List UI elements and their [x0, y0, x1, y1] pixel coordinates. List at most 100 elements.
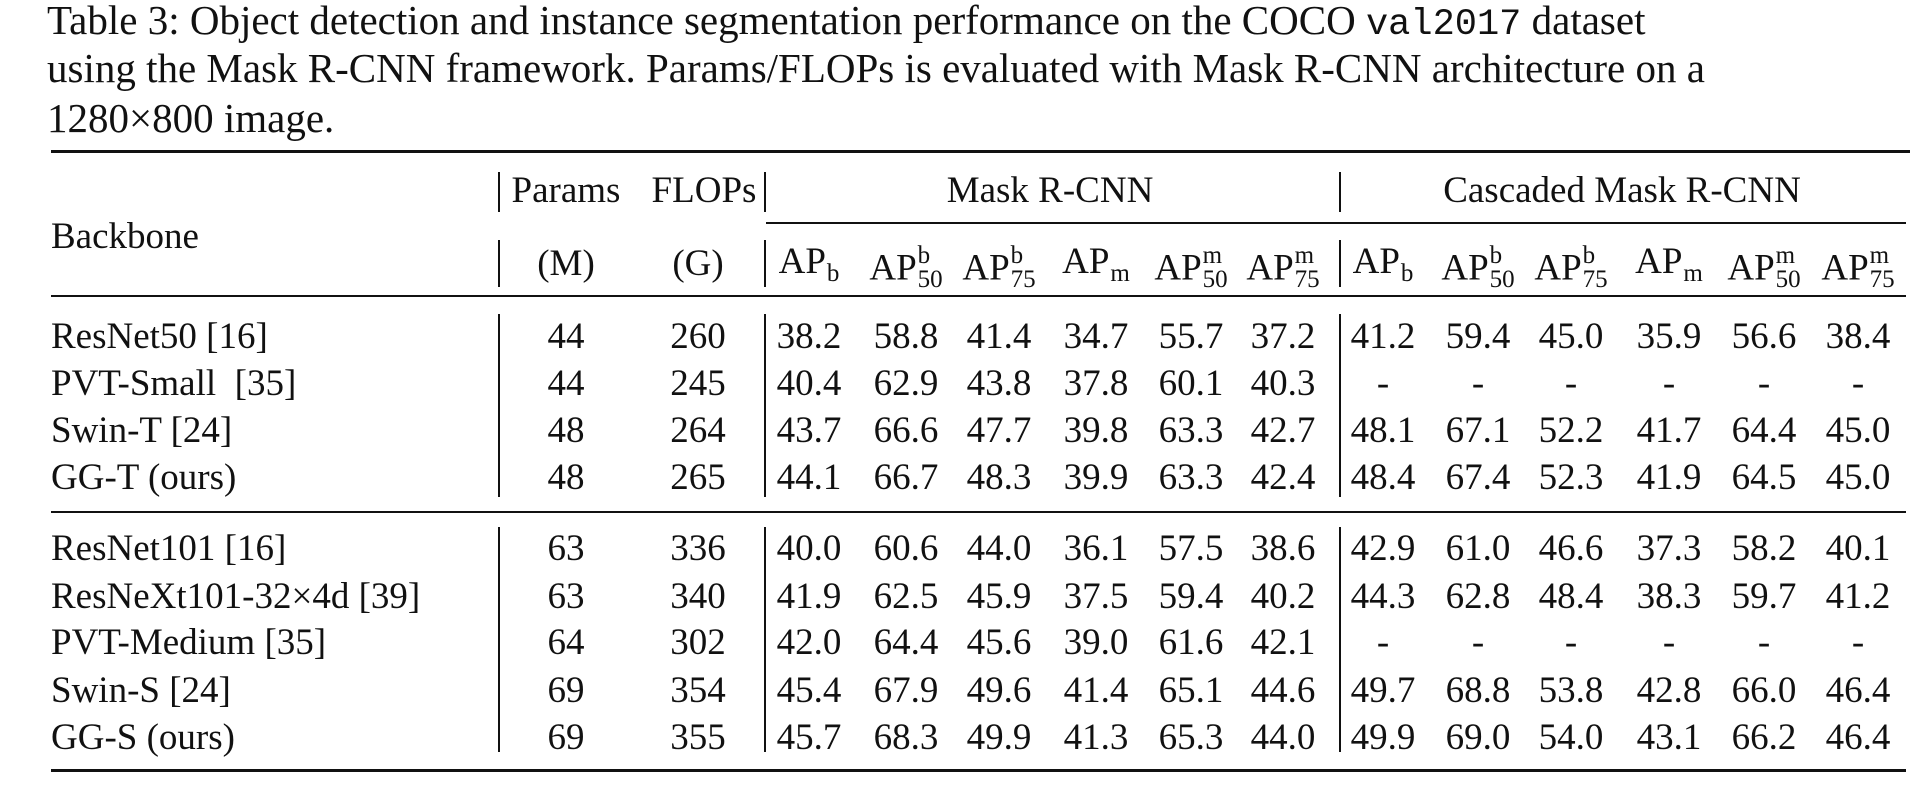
rule [498, 172, 500, 212]
flops-cell: 340 [670, 576, 726, 617]
cascade-cell: 61.0 [1445, 528, 1511, 569]
mask-cell: 37.8 [1063, 363, 1129, 404]
backbone-cell: PVT-Medium [35] [51, 622, 327, 663]
header-flops: FLOPs [651, 170, 757, 211]
mask-cell: 34.7 [1063, 316, 1129, 357]
cascade-cell: 66.0 [1731, 670, 1797, 711]
metric-sub [1110, 284, 1129, 308]
mask-cell: 64.4 [873, 622, 939, 663]
rule [764, 172, 766, 212]
flops-cell: 355 [670, 717, 726, 758]
metric-base: AP [1635, 241, 1683, 282]
cascade-cell: - [1662, 363, 1676, 404]
mask-cell: 63.3 [1158, 457, 1224, 498]
mask-cell: 45.7 [776, 717, 842, 758]
rule [498, 527, 500, 752]
metric-scripts: b [1401, 261, 1414, 309]
caption-code: val2017 [1365, 4, 1522, 46]
caption-text: 1280×800 image. [47, 95, 335, 141]
metric-base: AP [1062, 241, 1110, 282]
metric-sup: m [1869, 242, 1890, 269]
metric-sub [827, 284, 840, 308]
flops-cell: 354 [670, 670, 726, 711]
cascade-cell: - [1564, 363, 1578, 404]
rule [764, 314, 766, 497]
metric-base: AP [1441, 247, 1489, 289]
cascade-cell: 46.4 [1825, 717, 1891, 758]
metric-scripts: m [1110, 261, 1129, 309]
cascade-cell: 45.0 [1825, 457, 1891, 498]
cascade-cell: 68.8 [1445, 670, 1511, 711]
metric-sub: 75 [1869, 265, 1895, 293]
backbone-cell: Swin-S [24] [51, 670, 231, 711]
cascade-cell: 41.2 [1825, 576, 1891, 617]
rule [1339, 240, 1341, 287]
mask-cell: 41.4 [1063, 670, 1129, 711]
cascade-cell: 42.8 [1636, 670, 1702, 711]
mask-cell: 67.9 [873, 670, 939, 711]
mask-cell: 41.4 [966, 316, 1032, 357]
metric-base: AP [1352, 241, 1400, 282]
cascade-cell: 49.7 [1350, 670, 1416, 711]
caption-text: Table 3: Object detection and instance s… [47, 0, 1366, 43]
params-cell: 63 [547, 528, 585, 569]
metric-sup: b [1400, 259, 1414, 287]
mask-cell: 42.1 [1250, 622, 1316, 663]
header-params-unit: (M) [537, 243, 595, 284]
cascade-cell: 46.4 [1825, 670, 1891, 711]
params-cell: 44 [547, 363, 585, 404]
metric-base: AP [869, 247, 917, 289]
cascade-cell: 53.8 [1538, 670, 1604, 711]
cascade-cell: 67.1 [1445, 410, 1511, 451]
mask-cell: 49.9 [966, 717, 1032, 758]
mask-cell: 57.5 [1158, 528, 1224, 569]
mask-cell: 37.5 [1063, 576, 1129, 617]
caption-text: using the Mask R-CNN framework. Params/F… [47, 45, 1705, 91]
mask-cell: 61.6 [1158, 622, 1224, 663]
cascade-cell: - [1757, 622, 1771, 663]
mask-cell: 38.2 [776, 316, 842, 357]
cascade-cell: - [1564, 622, 1578, 663]
cascade-cell: 41.7 [1636, 410, 1702, 451]
backbone-cell: ResNet101 [16] [51, 528, 287, 569]
mask-cell: 44.1 [776, 457, 842, 498]
caption-line: using the Mask R-CNN framework. Params/F… [47, 48, 1705, 89]
metric-scripts: b 50 [918, 243, 943, 291]
mask-cell: 63.3 [1158, 410, 1224, 451]
mask-cell: 41.9 [776, 576, 842, 617]
mask-cell: 44.0 [1250, 717, 1316, 758]
mask-cell: 42.4 [1250, 457, 1316, 498]
metric-sub: 50 [1489, 265, 1515, 293]
metric-header: AP b [1353, 243, 1414, 308]
rule [51, 511, 1906, 513]
rule [498, 240, 500, 287]
rule [1339, 172, 1341, 212]
cascade-cell: 37.3 [1636, 528, 1702, 569]
metric-sup: b [917, 242, 931, 269]
rule [764, 527, 766, 752]
mask-cell: 68.3 [873, 717, 939, 758]
mask-cell: 43.8 [966, 363, 1032, 404]
caption-line: 1280×800 image. [47, 98, 334, 139]
mask-cell: 59.4 [1158, 576, 1224, 617]
cascade-cell: 59.7 [1731, 576, 1797, 617]
metric-header: AP b [779, 243, 840, 308]
mask-cell: 40.4 [776, 363, 842, 404]
cascade-cell: 64.5 [1731, 457, 1797, 498]
cascade-cell: 46.6 [1538, 528, 1604, 569]
mask-cell: 55.7 [1158, 316, 1224, 357]
header-backbone: Backbone [51, 216, 199, 257]
mask-cell: 40.3 [1250, 363, 1316, 404]
cascade-cell: 38.3 [1636, 576, 1702, 617]
flops-cell: 260 [670, 316, 726, 357]
metric-scripts: m [1683, 261, 1702, 309]
metric-base: AP [1246, 247, 1294, 289]
metric-scripts: m 75 [1870, 243, 1895, 291]
cascade-cell: - [1471, 363, 1485, 404]
cascade-cell: 41.9 [1636, 457, 1702, 498]
rule [51, 295, 1906, 297]
mask-cell: 44.0 [966, 528, 1032, 569]
metric-sup: m [1683, 259, 1703, 287]
backbone-cell: Swin-T [24] [51, 410, 233, 451]
